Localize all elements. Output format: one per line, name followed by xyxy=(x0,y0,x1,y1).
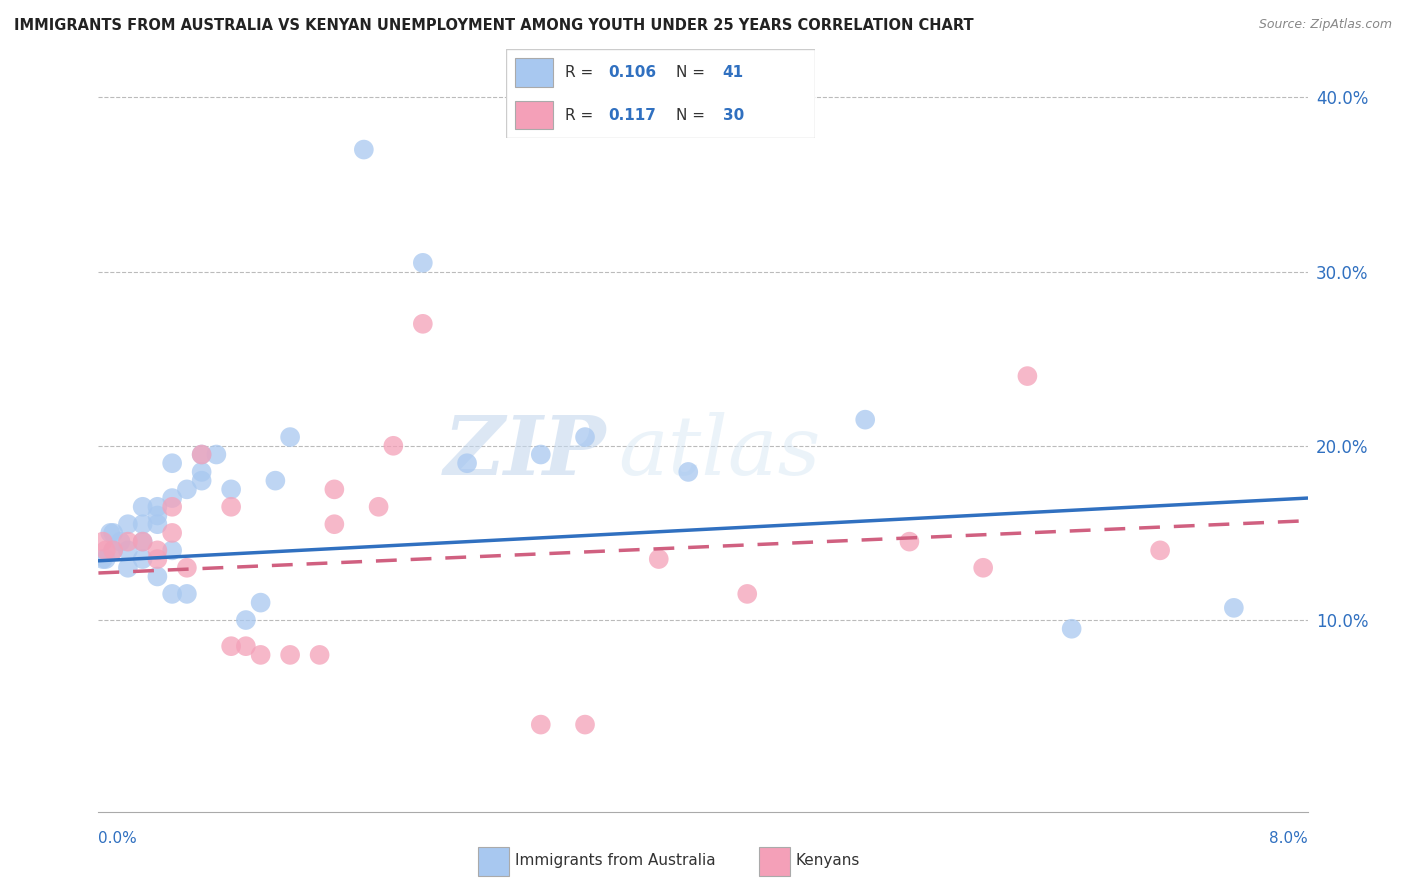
Text: 30: 30 xyxy=(723,108,744,122)
Point xyxy=(972,561,994,575)
Point xyxy=(530,717,553,731)
Point xyxy=(190,465,212,479)
Text: N =: N = xyxy=(676,108,710,122)
Point xyxy=(190,448,212,462)
Point xyxy=(110,534,132,549)
Text: Kenyans: Kenyans xyxy=(796,854,860,868)
Point xyxy=(308,648,330,662)
Point xyxy=(131,517,153,532)
Point xyxy=(176,483,198,497)
Point xyxy=(249,648,271,662)
Text: atlas: atlas xyxy=(619,412,821,492)
Point xyxy=(117,534,139,549)
Point xyxy=(264,474,287,488)
Point xyxy=(146,543,169,558)
Point xyxy=(190,448,212,462)
Point xyxy=(367,500,389,514)
Point xyxy=(1223,600,1246,615)
Text: 41: 41 xyxy=(723,65,744,79)
Point xyxy=(91,534,114,549)
Point xyxy=(117,561,139,575)
Point xyxy=(382,439,405,453)
Point xyxy=(160,456,183,470)
Text: Source: ZipAtlas.com: Source: ZipAtlas.com xyxy=(1258,18,1392,31)
Point xyxy=(160,543,183,558)
FancyBboxPatch shape xyxy=(759,847,790,876)
Text: N =: N = xyxy=(676,65,710,79)
Point xyxy=(131,552,153,566)
Text: ZIP: ZIP xyxy=(444,412,606,492)
Text: 8.0%: 8.0% xyxy=(1268,831,1308,846)
Point xyxy=(160,491,183,505)
Point xyxy=(91,552,114,566)
Point xyxy=(146,517,169,532)
Point xyxy=(131,500,153,514)
Point xyxy=(131,534,153,549)
Point xyxy=(117,543,139,558)
Point xyxy=(249,596,271,610)
Point xyxy=(146,552,169,566)
Point xyxy=(530,448,553,462)
Point xyxy=(160,500,183,514)
Text: Immigrants from Australia: Immigrants from Australia xyxy=(515,854,716,868)
Point xyxy=(176,587,198,601)
Point xyxy=(1060,622,1083,636)
Point xyxy=(574,717,596,731)
Point xyxy=(131,534,153,549)
Point xyxy=(146,508,169,523)
Point xyxy=(648,552,671,566)
Point xyxy=(219,483,242,497)
FancyBboxPatch shape xyxy=(506,49,815,138)
Point xyxy=(101,525,124,540)
Text: 0.117: 0.117 xyxy=(609,108,657,122)
FancyBboxPatch shape xyxy=(516,101,553,129)
Point xyxy=(853,412,876,426)
Point xyxy=(146,500,169,514)
Point xyxy=(146,569,169,583)
Point xyxy=(278,430,301,444)
Point xyxy=(94,543,117,558)
Point xyxy=(1149,543,1171,558)
Text: IMMIGRANTS FROM AUSTRALIA VS KENYAN UNEMPLOYMENT AMONG YOUTH UNDER 25 YEARS CORR: IMMIGRANTS FROM AUSTRALIA VS KENYAN UNEM… xyxy=(14,18,974,33)
Point xyxy=(117,517,139,532)
Point xyxy=(101,543,124,558)
Point xyxy=(898,534,921,549)
Point xyxy=(219,639,242,653)
Point xyxy=(235,613,257,627)
Point xyxy=(323,517,346,532)
Text: 0.106: 0.106 xyxy=(609,65,657,79)
Point xyxy=(412,256,434,270)
Point xyxy=(278,648,301,662)
Point xyxy=(190,474,212,488)
Point xyxy=(678,465,700,479)
Point xyxy=(94,552,117,566)
Point xyxy=(176,561,198,575)
Point xyxy=(219,500,242,514)
Point xyxy=(323,483,346,497)
Point xyxy=(235,639,257,653)
Point xyxy=(735,587,758,601)
Text: R =: R = xyxy=(565,65,598,79)
Point xyxy=(160,525,183,540)
Point xyxy=(574,430,596,444)
Point xyxy=(456,456,478,470)
Point xyxy=(101,543,124,558)
Point xyxy=(412,317,434,331)
Point xyxy=(205,448,228,462)
Text: R =: R = xyxy=(565,108,598,122)
Point xyxy=(160,587,183,601)
Point xyxy=(98,525,121,540)
Text: 0.0%: 0.0% xyxy=(98,831,138,846)
Point xyxy=(1017,369,1039,384)
FancyBboxPatch shape xyxy=(516,58,553,87)
Point xyxy=(353,143,375,157)
FancyBboxPatch shape xyxy=(478,847,509,876)
